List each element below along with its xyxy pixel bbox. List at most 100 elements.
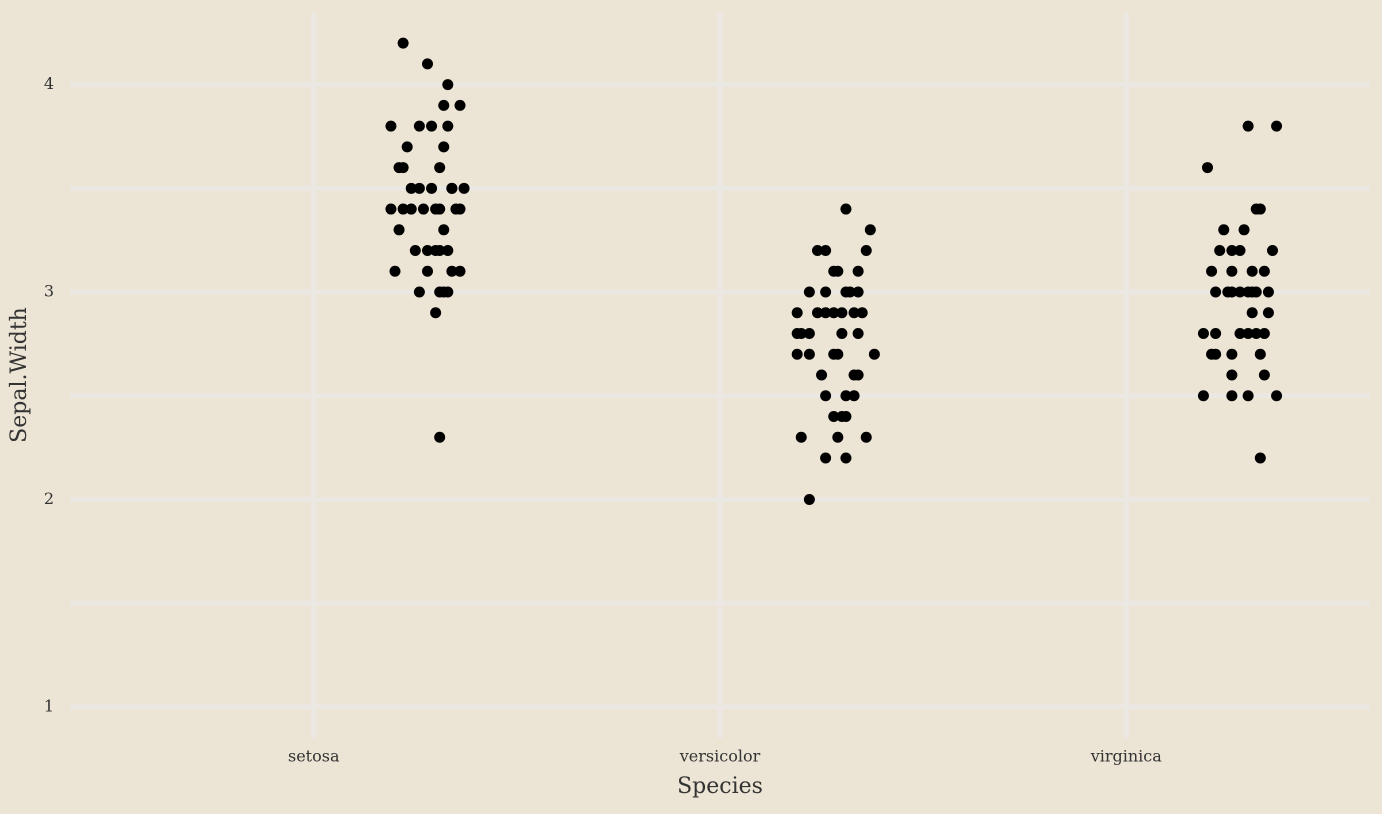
point <box>434 245 446 257</box>
point <box>1242 120 1254 132</box>
point <box>454 265 466 277</box>
y-tick-label: 4 <box>44 74 54 93</box>
point <box>816 369 828 381</box>
point <box>401 141 413 153</box>
point <box>856 307 868 319</box>
point <box>1250 328 1262 340</box>
point <box>820 390 832 402</box>
point <box>1246 307 1258 319</box>
point <box>1258 265 1270 277</box>
point <box>446 182 458 194</box>
point <box>791 307 803 319</box>
point <box>442 245 454 257</box>
point <box>795 328 807 340</box>
point <box>397 203 409 215</box>
point <box>1262 286 1274 298</box>
point <box>1254 452 1266 464</box>
point <box>860 245 872 257</box>
point <box>422 265 433 277</box>
point <box>1238 224 1250 236</box>
point <box>397 37 409 49</box>
point <box>1242 390 1254 402</box>
point <box>820 286 832 298</box>
point <box>438 224 450 236</box>
point <box>1226 390 1238 402</box>
y-axis-title: Sepal.Width <box>7 307 32 443</box>
point <box>828 410 840 422</box>
point <box>385 203 397 215</box>
point <box>832 431 844 443</box>
y-tick-label: 2 <box>44 489 54 508</box>
point <box>393 224 405 236</box>
point <box>836 328 848 340</box>
y-tick-label: 3 <box>44 282 54 301</box>
point <box>1262 307 1274 319</box>
point <box>413 182 425 194</box>
x-tick-label: versicolor <box>679 747 761 766</box>
point <box>1254 348 1266 360</box>
point <box>454 203 466 215</box>
point <box>840 203 852 215</box>
point <box>1210 328 1222 340</box>
point <box>840 452 852 464</box>
point <box>864 224 876 236</box>
point <box>454 99 466 111</box>
point <box>1226 369 1238 381</box>
point <box>803 286 815 298</box>
point <box>417 203 429 215</box>
point <box>389 265 401 277</box>
point <box>852 265 864 277</box>
point <box>442 79 454 91</box>
x-tick-label: virginica <box>1090 747 1163 766</box>
point <box>1246 265 1258 277</box>
point <box>840 410 852 422</box>
point <box>434 162 446 174</box>
point <box>1226 348 1238 360</box>
point <box>1226 265 1238 277</box>
point <box>868 348 880 360</box>
point <box>434 203 446 215</box>
point <box>1254 203 1266 215</box>
point <box>413 120 425 132</box>
point <box>1218 224 1230 236</box>
point <box>434 431 446 443</box>
y-tick-label: 1 <box>44 696 54 715</box>
point <box>1258 328 1270 340</box>
point <box>1271 390 1283 402</box>
point <box>848 307 860 319</box>
point <box>795 431 807 443</box>
point <box>828 307 840 319</box>
point <box>405 203 417 215</box>
point <box>1206 265 1218 277</box>
point <box>852 286 864 298</box>
point <box>820 245 832 257</box>
x-axis-title: Species <box>677 774 763 799</box>
point <box>438 141 450 153</box>
point <box>803 348 815 360</box>
point <box>430 307 442 319</box>
point <box>426 120 438 132</box>
point <box>844 286 856 298</box>
point <box>852 369 864 381</box>
point <box>1234 245 1246 257</box>
point <box>803 493 815 505</box>
point <box>385 120 397 132</box>
point <box>409 245 421 257</box>
point <box>397 162 409 174</box>
point <box>422 58 433 70</box>
point <box>812 307 823 319</box>
point <box>848 390 860 402</box>
point <box>1234 286 1246 298</box>
point <box>458 182 470 194</box>
point <box>832 265 844 277</box>
point <box>1214 245 1226 257</box>
point <box>413 286 425 298</box>
point <box>1226 245 1238 257</box>
point <box>1234 328 1246 340</box>
point <box>832 348 844 360</box>
point <box>1250 286 1262 298</box>
point <box>836 307 848 319</box>
